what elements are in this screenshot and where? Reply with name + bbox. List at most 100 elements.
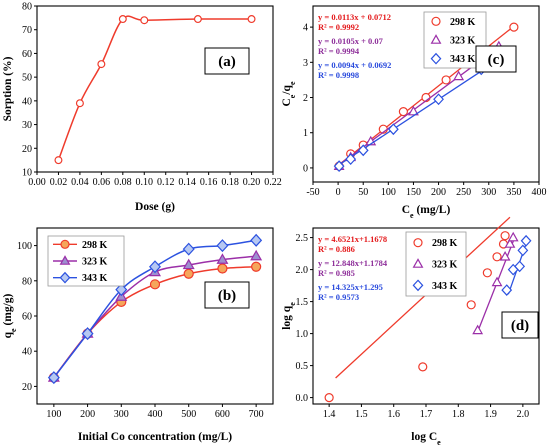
legend-label: 343 K	[450, 54, 476, 65]
equation-text: y = 0.0113x + 0.0712	[318, 12, 391, 22]
data-point	[216, 239, 229, 253]
y-axis-title: log qe	[281, 302, 297, 330]
x-tick-label: 0.14	[178, 177, 196, 188]
y-tick-label: 0.0	[296, 393, 309, 404]
y-tick-label: 4	[303, 23, 308, 34]
data-point	[251, 261, 262, 272]
data-point	[507, 231, 519, 242]
panel-label-box	[204, 47, 250, 75]
panel-label-text: (d)	[511, 318, 529, 334]
y-tick-label: 3	[303, 58, 308, 69]
data-point	[54, 156, 63, 165]
y-tick-label: 1.0	[296, 329, 309, 340]
y-tick-label: 2.5	[296, 233, 309, 244]
data-point	[75, 99, 84, 108]
data-point	[183, 268, 194, 279]
panel-label-box	[475, 45, 517, 73]
data-point	[140, 16, 149, 25]
legend-marker	[430, 34, 442, 44]
y-tick-label: 1.5	[296, 297, 309, 308]
x-tick-label: 1.4	[323, 409, 336, 420]
legend-label: 343 K	[82, 273, 108, 284]
x-tick-label: 0.00	[28, 177, 46, 188]
y-tick-label: 100	[17, 241, 32, 252]
data-point	[441, 75, 451, 85]
x-tick-label: 1.8	[452, 409, 465, 420]
chart-panel-d: 1.4 1.5 1.6 1.7 1.8 1.9 2.0 0.0 0.5 1.0 1.5 2.0 2.5 l…	[281, 216, 540, 446]
data-point	[357, 144, 369, 157]
x-axis-title: Ce (mg/L)	[402, 204, 451, 220]
series-343-K	[501, 234, 532, 296]
y-tick-label: 50	[22, 73, 32, 84]
y-axis-title: qe (mg/g)	[2, 293, 18, 338]
data-point	[398, 106, 408, 117]
data-point	[509, 22, 519, 32]
legend-marker	[412, 258, 424, 268]
data-point	[500, 231, 510, 241]
y-tick-label: 0.5	[296, 361, 309, 372]
x-tick-label: 200	[431, 187, 446, 198]
data-point	[492, 252, 502, 262]
x-tick-label: 0.08	[114, 177, 132, 188]
panel-label-text: (a)	[218, 54, 236, 70]
data-point	[517, 244, 529, 257]
panel-label-text: (c)	[488, 52, 505, 68]
y-tick-label: 10	[22, 168, 32, 179]
data-point	[149, 260, 161, 274]
panel-label: (d)	[501, 311, 539, 339]
y-axis-title: Ce/qe	[281, 81, 297, 106]
y-tick-label: 70	[22, 25, 32, 36]
series-line	[57, 15, 252, 161]
x-tick-label: 1.6	[387, 409, 400, 420]
chart-panel-a: 0.00 0.02 0.04 0.06 0.08 0.10 0.12 0.14 0.16 0.18…	[2, 2, 282, 214]
y-tick-label: 2	[303, 93, 308, 104]
r-squared-text: R² = 0.9994	[318, 46, 360, 56]
equation-text: y = 14.325x+1.295	[318, 282, 383, 292]
y-tick-label: 60	[22, 49, 32, 60]
data-point	[250, 233, 263, 247]
data-point	[324, 393, 334, 403]
panel-label: (c)	[475, 45, 517, 73]
x-tick-label: 0.20	[243, 177, 261, 188]
legend-marker	[412, 279, 424, 292]
x-tick-label: 0.04	[71, 177, 89, 188]
x-tick-label: 1.7	[420, 409, 433, 420]
x-tick-label: 350	[506, 187, 521, 198]
equation-text: y = 12.848x+1.1784	[318, 258, 388, 268]
data-point	[217, 263, 228, 274]
panel-label: (a)	[204, 47, 250, 75]
data-point	[81, 327, 94, 341]
data-point	[250, 249, 263, 261]
data-point	[47, 371, 60, 385]
x-tick-label: 1.9	[484, 409, 497, 420]
data-point	[345, 153, 357, 166]
r-squared-text: R² = 0.9573	[318, 292, 359, 302]
data-point	[501, 284, 513, 296]
series-298-K	[324, 216, 511, 403]
y-tick-label: 60	[22, 312, 32, 323]
data-point	[182, 258, 195, 270]
x-tick-label: 0.16	[200, 177, 218, 188]
y-tick-label: 20	[22, 144, 32, 155]
legend-marker	[59, 271, 71, 284]
x-axis-title: Initial Co concentration (mg/L)	[78, 431, 232, 443]
x-tick-label: 200	[80, 409, 95, 420]
series-323-K	[472, 231, 519, 335]
legend-label: 323 K	[450, 36, 476, 47]
x-tick-label: 400	[532, 187, 547, 198]
x-tick-label: 1.5	[355, 409, 368, 420]
legend-marker	[431, 16, 441, 26]
panel-label-box	[204, 281, 250, 309]
x-tick-label: 0.06	[93, 177, 111, 188]
r-squared-text: R² = 0.9992	[318, 22, 359, 32]
panel-label-text: (b)	[218, 288, 236, 304]
data-point	[466, 300, 476, 310]
data-point	[149, 279, 161, 290]
series-343-K	[333, 63, 487, 173]
x-tick-label: 250	[456, 187, 471, 198]
y-tick-label: 2.0	[296, 265, 309, 276]
y-tick-label: 80	[22, 2, 32, 13]
legend-marker	[59, 255, 71, 265]
